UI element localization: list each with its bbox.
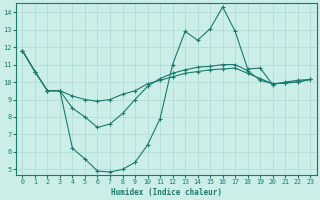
X-axis label: Humidex (Indice chaleur): Humidex (Indice chaleur) [111,188,222,197]
